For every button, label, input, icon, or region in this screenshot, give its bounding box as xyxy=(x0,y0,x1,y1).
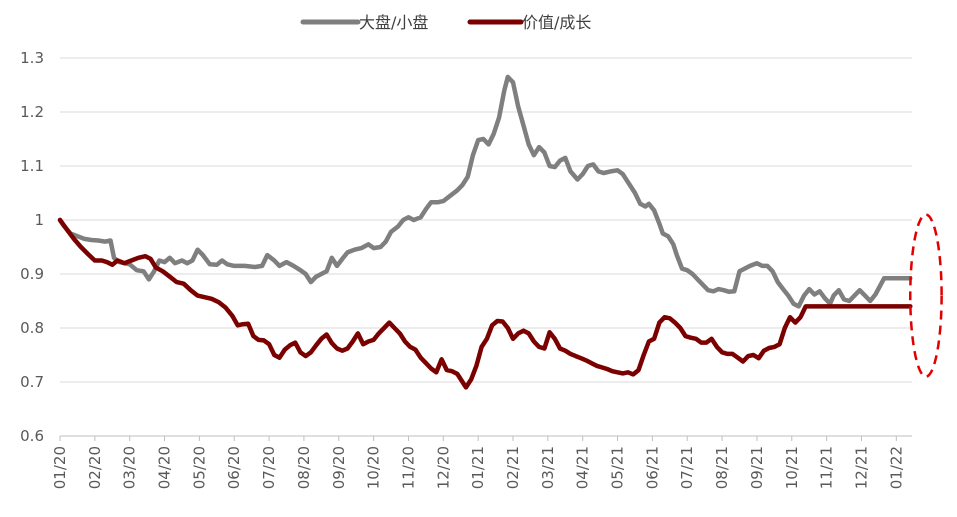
highlight-ellipse-shape xyxy=(909,213,943,378)
x-tick-label: 12/21 xyxy=(852,446,870,489)
y-tick-label: 1.2 xyxy=(20,103,44,121)
x-tick-label: 03/21 xyxy=(539,446,557,489)
y-tick-label: 0.7 xyxy=(20,373,44,391)
legend: 大盘/小盘 价值/成长 xyxy=(300,13,591,32)
x-tick-label: 09/21 xyxy=(748,446,766,489)
x-tick-label: 05/21 xyxy=(609,446,627,489)
x-tick-label: 12/20 xyxy=(434,446,452,489)
x-tick-label: 01/20 xyxy=(51,446,69,489)
y-tick-label: 0.6 xyxy=(20,427,44,445)
x-tick-label: 01/21 xyxy=(469,446,487,489)
x-tick-label: 06/20 xyxy=(225,446,243,489)
gridlines xyxy=(60,57,912,437)
x-axis: 01/20 02/20 03/20 04/20 05/20 06/20 07/20 08/20… xyxy=(51,435,912,489)
y-tick-label: 0.8 xyxy=(20,319,44,337)
x-tick-label: 10/21 xyxy=(783,446,801,489)
series-line-large-small xyxy=(57,74,913,309)
x-tick-label: 04/20 xyxy=(156,446,174,489)
series-lines xyxy=(57,74,913,390)
y-axis-ticks: 1.3 1.2 1.1 1 0.9 0.8 0.7 0.6 xyxy=(20,49,44,445)
x-tick-label: 02/20 xyxy=(86,446,104,489)
x-tick-label: 09/20 xyxy=(330,446,348,489)
y-tick-label: 1 xyxy=(34,211,44,229)
x-tick-label: 11/21 xyxy=(818,446,836,489)
series-line-value-growth xyxy=(57,217,913,390)
x-tick-label: 08/21 xyxy=(713,446,731,489)
x-tick-label: 05/20 xyxy=(190,446,208,489)
x-tick-label: 04/21 xyxy=(574,446,592,489)
highlight-ellipse xyxy=(909,213,943,378)
x-tick-label: 02/21 xyxy=(504,446,522,489)
x-tick-label: 07/21 xyxy=(678,446,696,489)
legend-label-value-growth: 价值/成长 xyxy=(522,13,591,32)
x-tick-label: 11/20 xyxy=(399,446,417,489)
y-tick-label: 1.3 xyxy=(20,49,44,67)
y-tick-label: 1.1 xyxy=(20,157,44,175)
x-tick-label: 01/22 xyxy=(887,446,905,489)
legend-label-large-small: 大盘/小盘 xyxy=(359,13,428,32)
x-tick-label: 08/20 xyxy=(295,446,313,489)
x-tick-label: 03/20 xyxy=(121,446,139,489)
x-tick-label: 06/21 xyxy=(643,446,661,489)
y-tick-label: 0.9 xyxy=(20,265,44,283)
x-tick-label: 07/20 xyxy=(260,446,278,489)
x-tick-label: 10/20 xyxy=(365,446,383,489)
